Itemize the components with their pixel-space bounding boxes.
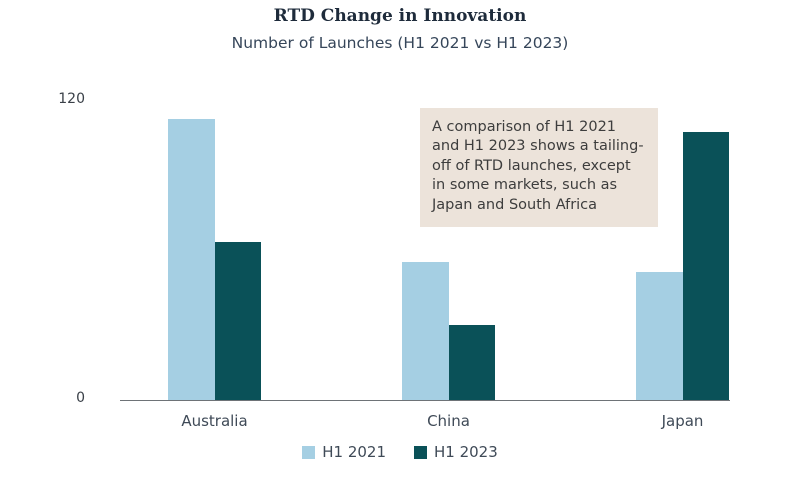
annotation-box: A comparison of H1 2021 and H1 2023 show… xyxy=(420,108,658,228)
y-axis-tick-zero: 0 xyxy=(76,390,85,406)
legend-swatch-h1-2021 xyxy=(302,445,316,459)
chart-title: RTD Change in Innovation xyxy=(273,6,527,26)
legend-item-h1-2023: H1 2023 xyxy=(414,443,498,461)
x-axis-label-japan: Japan xyxy=(661,412,704,430)
x-axis-line xyxy=(120,400,730,401)
bar-china-h1-2023 xyxy=(448,324,495,400)
bar-japan-h1-2023 xyxy=(682,131,729,400)
bar-japan-h1-2021 xyxy=(636,272,683,400)
y-axis-tick-max: 120 xyxy=(58,91,85,107)
bar-australia-h1-2021 xyxy=(168,119,215,400)
bar-australia-h1-2023 xyxy=(214,241,261,400)
legend-item-h1-2021: H1 2021 xyxy=(302,443,386,461)
legend-label-h1-2021: H1 2021 xyxy=(322,443,386,461)
x-axis-label-china: China xyxy=(427,412,470,430)
chart-subtitle: Number of Launches (H1 2021 vs H1 2023) xyxy=(231,34,569,52)
x-axis-label-australia: Australia xyxy=(181,412,248,430)
legend-swatch-h1-2023 xyxy=(414,445,427,459)
legend-label-h1-2023: H1 2023 xyxy=(434,443,498,461)
bar-china-h1-2021 xyxy=(402,262,449,400)
legend: H1 2021 H1 2023 xyxy=(0,443,800,461)
